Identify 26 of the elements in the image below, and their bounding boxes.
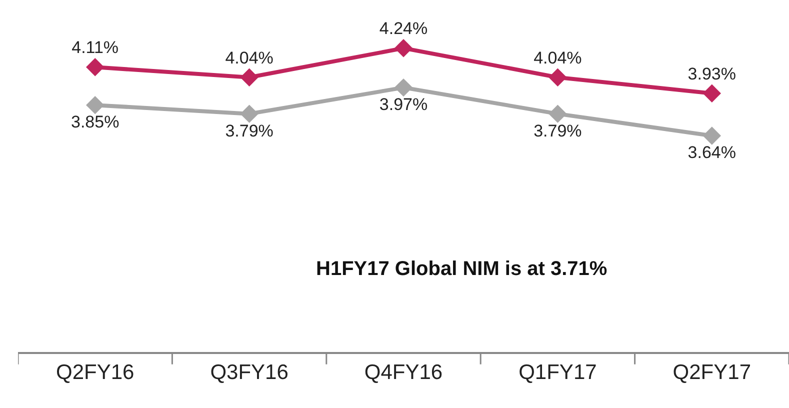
data-label: 4.04% bbox=[225, 48, 274, 68]
data-label: 4.11% bbox=[72, 38, 119, 58]
point bbox=[702, 126, 721, 145]
data-label: 4.04% bbox=[534, 48, 582, 68]
point bbox=[548, 68, 567, 86]
x-tick-label: Q2FY16 bbox=[56, 360, 134, 384]
x-tick-label: Q1FY17 bbox=[518, 360, 597, 384]
data-label: 3.93% bbox=[688, 64, 736, 84]
data-label: 3.79% bbox=[534, 121, 582, 140]
data-label: 3.85% bbox=[71, 112, 120, 132]
point bbox=[702, 84, 721, 102]
x-tick-label: Q4FY16 bbox=[364, 360, 443, 384]
point bbox=[240, 104, 258, 123]
data-label: 3.97% bbox=[379, 95, 428, 114]
point bbox=[86, 96, 104, 114]
data-label: 4.24% bbox=[379, 19, 428, 38]
data-label: 3.79% bbox=[225, 121, 274, 140]
text: H1FY17 Global NIM is at 3.71% bbox=[316, 258, 608, 280]
point bbox=[240, 68, 258, 86]
x-tick-label: Q2FY17 bbox=[672, 360, 752, 384]
point bbox=[394, 39, 413, 58]
point bbox=[394, 78, 413, 97]
x-tick-label: Q3FY16 bbox=[210, 360, 288, 384]
data-label: 3.64% bbox=[688, 143, 736, 162]
point bbox=[548, 104, 567, 123]
point bbox=[86, 58, 104, 76]
